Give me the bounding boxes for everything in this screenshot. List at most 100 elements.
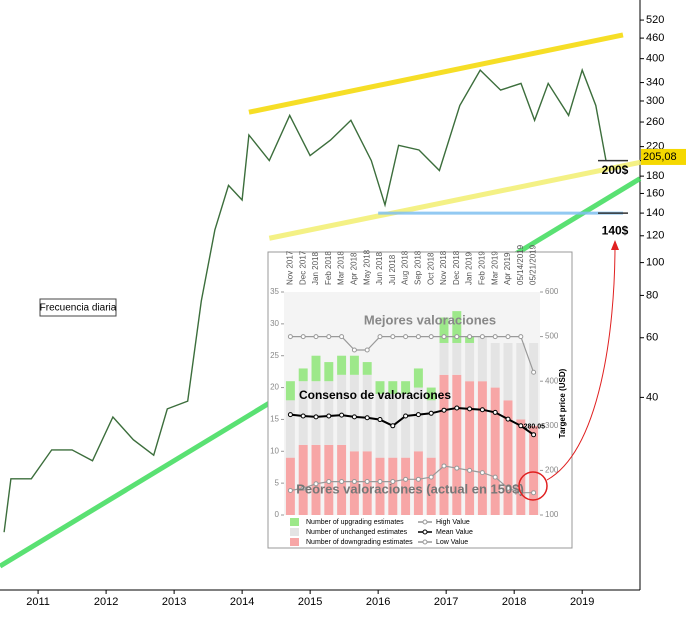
series-point xyxy=(326,479,332,485)
bar-segment xyxy=(477,336,487,382)
bar-segment xyxy=(375,381,385,394)
series-point xyxy=(505,334,511,340)
series-point xyxy=(339,412,345,418)
bar-segment xyxy=(452,311,462,343)
series-point xyxy=(428,334,434,340)
y2-tick-label: 600 xyxy=(545,287,559,296)
y-tick-label: 460 xyxy=(646,32,664,44)
legend-label: Number of unchanged estimates xyxy=(306,529,408,536)
bar-segment xyxy=(413,451,423,515)
bar-segment xyxy=(337,374,347,445)
bar-segment xyxy=(503,342,513,401)
series-point xyxy=(441,334,447,340)
y2-tick-label: 300 xyxy=(545,421,559,430)
series-point xyxy=(326,334,332,340)
y-tick-label: 260 xyxy=(646,116,664,128)
legend-swatch xyxy=(422,539,428,545)
series-point xyxy=(326,413,332,419)
series-point xyxy=(428,474,434,480)
bar-segment xyxy=(413,368,423,388)
legend-swatch xyxy=(422,519,428,525)
bar-segment xyxy=(375,457,385,515)
series-point xyxy=(364,347,370,353)
series-point xyxy=(479,470,485,476)
x-tick-label: 2019 xyxy=(570,596,594,608)
series-point xyxy=(518,334,524,340)
main-plot xyxy=(0,32,642,569)
x-tick-label: 2017 xyxy=(434,596,458,608)
series-point xyxy=(492,474,498,480)
x-tick-label: Dec 2017 xyxy=(298,250,307,285)
y-tick-label: 120 xyxy=(646,230,664,242)
series-point xyxy=(390,423,396,429)
bar-segment xyxy=(285,381,295,401)
series-point xyxy=(300,334,306,340)
bar-segment xyxy=(401,457,411,515)
bar-segment xyxy=(349,355,359,375)
series-point xyxy=(531,432,537,438)
bar-segment xyxy=(439,374,449,515)
series-point xyxy=(454,334,460,340)
series-point xyxy=(300,413,306,419)
series-point xyxy=(313,481,319,487)
bar-segment xyxy=(529,342,539,426)
y2-tick-label: 500 xyxy=(545,332,559,341)
y2-tick-label: 100 xyxy=(545,510,559,519)
bar-segment xyxy=(401,393,411,458)
series-point xyxy=(287,412,293,418)
x-tick-label: 2012 xyxy=(94,596,118,608)
bar-segment xyxy=(413,387,423,452)
x-tick-label: Jan 2018 xyxy=(311,252,320,285)
price-label: 205,08 xyxy=(643,151,677,163)
x-tick-label: Apr 2019 xyxy=(503,252,512,285)
series-point xyxy=(531,369,537,375)
x-tick-label: Sep 2018 xyxy=(414,250,423,285)
bar-segment xyxy=(439,342,449,375)
y-tick-label: 5 xyxy=(275,478,280,487)
y-tick-label: 400 xyxy=(646,53,664,65)
x-tick-label: Aug 2018 xyxy=(401,250,410,285)
bar-segment xyxy=(490,342,500,388)
y-tick-label: 520 xyxy=(646,14,664,26)
bar-segment xyxy=(285,400,295,458)
series-point xyxy=(505,485,511,491)
series-point xyxy=(377,334,383,340)
series-point xyxy=(313,334,319,340)
y-tick-label: 40 xyxy=(646,391,658,403)
x-tick-label: Apr 2018 xyxy=(350,252,359,285)
trend-line xyxy=(248,32,624,115)
x-tick-label: 2018 xyxy=(502,596,526,608)
series-point xyxy=(479,334,485,340)
y2-tick-label: 200 xyxy=(545,466,559,475)
legend-swatch xyxy=(422,529,428,535)
series-point xyxy=(505,416,511,422)
arrow-head xyxy=(611,240,619,250)
series-point xyxy=(364,479,370,485)
price-label-box xyxy=(641,148,686,165)
x-tick-label: Oct 2018 xyxy=(426,252,435,285)
y-tick-label: 160 xyxy=(646,187,664,199)
y-tick-label: 30 xyxy=(270,319,279,328)
x-tick-label: Nov 2018 xyxy=(439,250,448,285)
series-point xyxy=(454,405,460,411)
legend-swatch xyxy=(290,518,299,526)
bar-segment xyxy=(324,381,334,445)
bar-segment xyxy=(529,425,539,515)
y-tick-label: 140 xyxy=(646,207,664,219)
bar-segment xyxy=(349,374,359,452)
note-box xyxy=(39,298,117,317)
bar-segment xyxy=(426,387,436,401)
y-tick-label: 20 xyxy=(270,383,279,392)
y-tick-label: 100 xyxy=(646,257,664,269)
legend-swatch xyxy=(290,538,299,546)
x-tick-label: 2015 xyxy=(298,596,322,608)
x-tick-label: 2014 xyxy=(230,596,254,608)
series-point xyxy=(300,485,306,491)
inset-text: Mejores valoraciones xyxy=(364,312,496,327)
bar-segment xyxy=(465,342,475,382)
bar-segment xyxy=(477,381,487,515)
inset-text: Peores valoraciones (actual en 150$) xyxy=(296,481,524,496)
bar-segment xyxy=(426,457,436,515)
bar-segment xyxy=(465,381,475,515)
x-tick-label: Mar 2019 xyxy=(490,251,499,285)
